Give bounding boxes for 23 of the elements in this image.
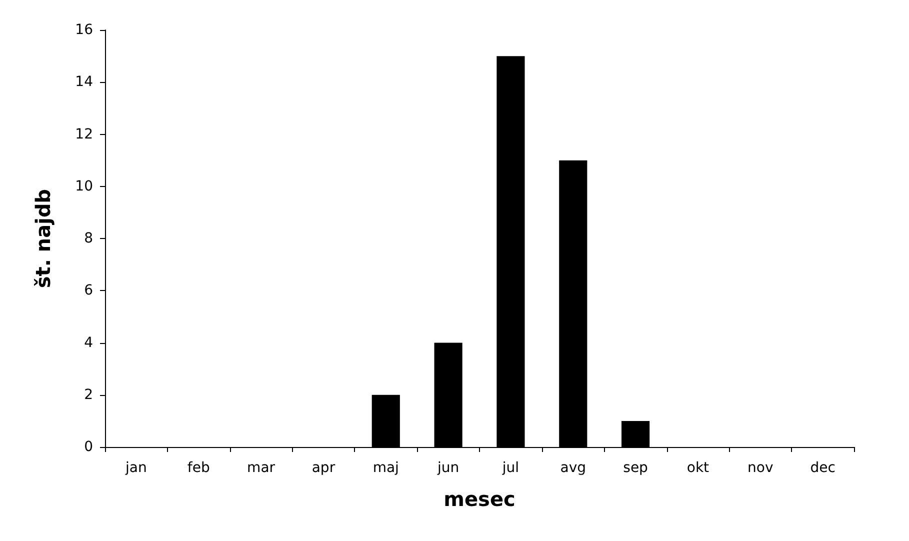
y-tick-label: 0 — [84, 439, 93, 455]
y-tick-label: 12 — [75, 126, 93, 142]
y-tick-label: 6 — [84, 282, 94, 299]
y-axis-title: št. najdb — [31, 188, 55, 288]
x-tick-label: jan — [124, 460, 147, 476]
x-tick-label: mar — [247, 460, 276, 476]
y-tick-label: 16 — [75, 22, 94, 38]
y-tick-label: 8 — [84, 230, 93, 246]
y-tick-label: 10 — [75, 178, 93, 194]
x-axis-title: mesec — [444, 487, 516, 511]
x-tick-label: jun — [436, 460, 460, 476]
x-tick-label: okt — [686, 460, 710, 476]
x-tick-label: apr — [312, 460, 336, 476]
y-tick-label: 2 — [84, 386, 93, 403]
x-tick-label: maj — [372, 460, 399, 476]
x-tick-label: feb — [187, 460, 210, 476]
x-tick-label: dec — [810, 460, 836, 476]
x-tick-label: jul — [501, 460, 520, 476]
y-tick-label: 4 — [84, 334, 94, 351]
y-tick-label: 14 — [75, 74, 94, 90]
x-tick-label: avg — [560, 460, 586, 476]
x-tick-label: sep — [623, 460, 648, 476]
x-tick-label: nov — [748, 460, 774, 476]
